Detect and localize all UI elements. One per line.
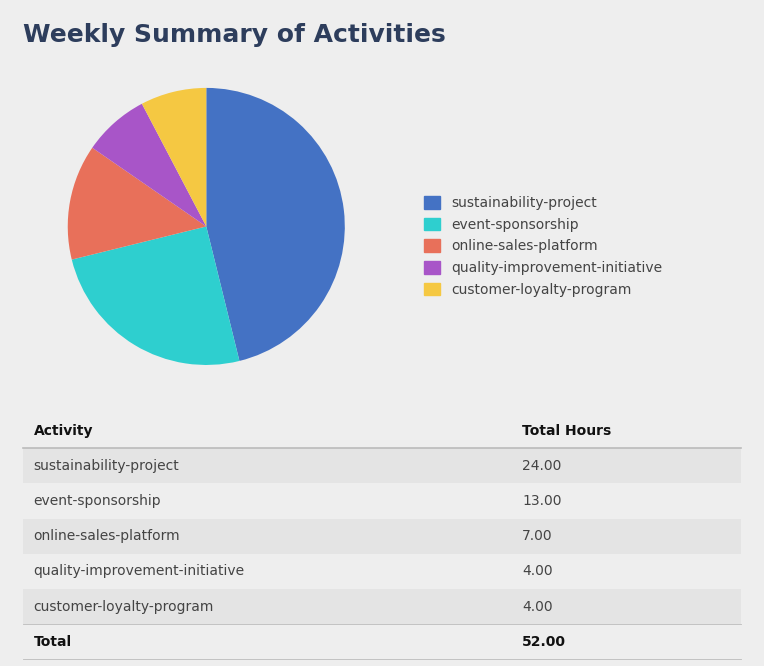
Text: event-sponsorship: event-sponsorship: [34, 494, 161, 508]
Text: Total: Total: [34, 635, 72, 649]
Bar: [23, 589, 741, 624]
Bar: [23, 624, 741, 659]
Wedge shape: [72, 226, 239, 365]
Text: online-sales-platform: online-sales-platform: [34, 529, 180, 543]
Text: Weekly Summary of Activities: Weekly Summary of Activities: [23, 23, 445, 47]
Legend: sustainability-project, event-sponsorship, online-sales-platform, quality-improv: sustainability-project, event-sponsorshi…: [419, 192, 667, 301]
Text: Total Hours: Total Hours: [522, 424, 611, 438]
Bar: [23, 519, 741, 553]
Text: sustainability-project: sustainability-project: [34, 459, 180, 473]
Text: 4.00: 4.00: [522, 599, 552, 613]
Text: 52.00: 52.00: [522, 635, 566, 649]
Text: Activity: Activity: [34, 424, 93, 438]
Wedge shape: [142, 88, 206, 226]
Text: 13.00: 13.00: [522, 494, 562, 508]
Text: 24.00: 24.00: [522, 459, 562, 473]
Wedge shape: [68, 148, 206, 260]
Text: 7.00: 7.00: [522, 529, 552, 543]
Bar: [23, 413, 741, 448]
Text: 4.00: 4.00: [522, 564, 552, 578]
Text: quality-improvement-initiative: quality-improvement-initiative: [34, 564, 244, 578]
Wedge shape: [92, 104, 206, 226]
Bar: [23, 484, 741, 519]
Wedge shape: [206, 88, 345, 361]
Bar: [23, 553, 741, 589]
Text: customer-loyalty-program: customer-loyalty-program: [34, 599, 214, 613]
Bar: [23, 448, 741, 484]
